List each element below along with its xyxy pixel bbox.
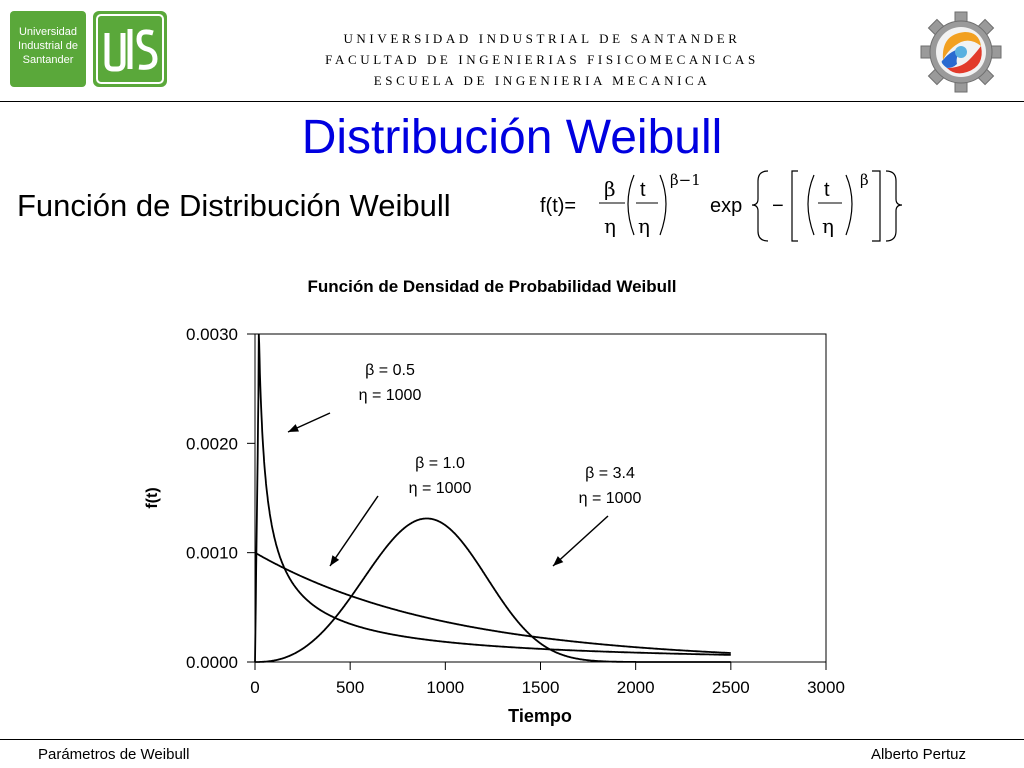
formula-t-1: t — [640, 179, 646, 201]
formula-left-paren-1 — [627, 174, 635, 236]
y-tick-label: 0.0020 — [186, 434, 238, 453]
footer-topic: Parámetros de Weibull — [38, 746, 190, 763]
plot-area: 0 500 1000 1500 2000 2500 3000 0.0000 0.0010 0.00… — [186, 325, 845, 697]
formula-eta-2: η — [638, 214, 650, 238]
formula-beta: β — [604, 177, 616, 201]
chart-title: Función de Densidad de Probabilidad Weib… — [308, 277, 677, 296]
footer-divider — [0, 739, 1024, 740]
annotation-arrowhead-3 — [553, 556, 564, 566]
footer-author: Alberto Pertuz — [870, 746, 966, 763]
annotation-eta-2: η = 1000 — [409, 480, 472, 497]
x-tick-label: 500 — [336, 678, 364, 697]
formula-left-bracket — [791, 170, 798, 242]
annotation-beta-3: β = 3.4 — [585, 465, 635, 482]
series-line-3 — [255, 517, 731, 663]
x-axis-label: Tiempo — [508, 706, 572, 726]
y-tick-label: 0.0010 — [186, 544, 238, 563]
formula-right-paren-2 — [845, 174, 853, 236]
x-tick-label: 2500 — [712, 678, 750, 697]
x-tick-label: 0 — [250, 678, 259, 697]
series-line-2 — [254, 551, 731, 654]
annotation-arrow-3 — [552, 515, 609, 567]
x-tick-label: 1500 — [522, 678, 560, 697]
y-tick-label: 0.0030 — [186, 325, 238, 344]
header-line-school: ESCUELA DE INGENIERIA MECANICA — [373, 73, 711, 88]
series-line-1 — [254, 333, 731, 663]
annotation-beta-1: β = 0.5 — [365, 362, 415, 379]
formula-lhs: f(t)= — [540, 195, 576, 217]
formula-minus: − — [772, 195, 784, 217]
header-line-faculty: FACULTAD DE INGENIERIAS FISICOMECANICAS — [325, 52, 759, 67]
logo-text-line-1: Universidad — [18, 26, 78, 38]
uis-emblem-logo — [93, 11, 167, 87]
formula-left-paren-2 — [807, 174, 815, 236]
formula-t-2: t — [824, 179, 830, 201]
weibull-pdf-formula: f(t)= β η t η β−1 exp − t η β — [540, 170, 903, 242]
header-divider — [0, 101, 1024, 102]
formula-eta-3: η — [822, 214, 834, 238]
annotation-eta-1: η = 1000 — [359, 387, 422, 404]
plot-frame — [254, 333, 827, 663]
x-tick-label: 2000 — [617, 678, 655, 697]
slide-subtitle: Función de Distribución Weibull — [17, 188, 451, 223]
logo-text-line-2: Industrial de — [18, 40, 78, 52]
mechanical-school-gear-logo — [918, 6, 1004, 96]
annotation-arrow-2 — [329, 495, 379, 567]
formula-left-brace — [751, 170, 769, 242]
weibull-density-chart: Función de Densidad de Probabilidad Weib… — [144, 277, 845, 726]
formula-exponent-2: β — [860, 171, 869, 189]
y-tick-label: 0.0000 — [186, 653, 238, 672]
y-axis-label: f(t) — [144, 487, 161, 508]
formula-right-bracket — [872, 170, 881, 242]
formula-right-brace — [885, 170, 903, 242]
formula-right-paren-1 — [659, 174, 667, 236]
slide-title: Distribución Weibull — [301, 111, 723, 164]
x-tick-label: 1000 — [426, 678, 464, 697]
formula-exp: exp — [710, 195, 742, 217]
annotation-arrowhead-1 — [288, 424, 299, 432]
university-logo: Universidad Industrial de Santander — [10, 11, 86, 87]
formula-eta: η — [604, 214, 616, 238]
annotation-eta-3: η = 1000 — [579, 490, 642, 507]
header-line-university: UNIVERSIDAD INDUSTRIAL DE SANTANDER — [343, 31, 741, 46]
annotation-arrowhead-2 — [330, 555, 340, 566]
university-logo-text: Universidad Industrial de Santander — [10, 25, 86, 67]
annotation-beta-2: β = 1.0 — [415, 455, 465, 472]
x-tick-label: 3000 — [807, 678, 845, 697]
logo-text-line-3: Santander — [22, 54, 74, 66]
institution-header: UNIVERSIDAD INDUSTRIAL DE SANTANDER FACU… — [180, 28, 904, 91]
formula-exponent-1: β−1 — [670, 171, 701, 189]
